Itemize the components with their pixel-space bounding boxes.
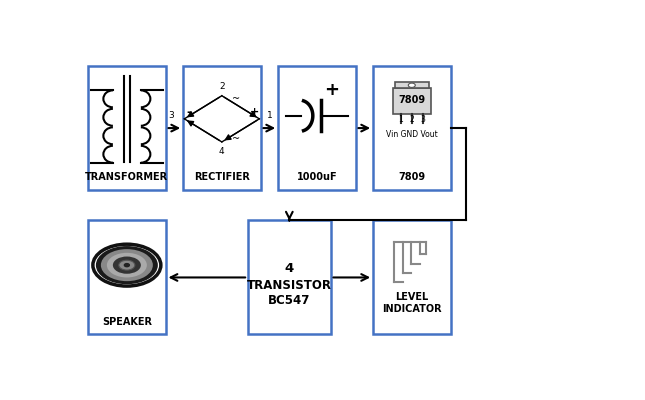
- Text: LEVEL
INDICATOR: LEVEL INDICATOR: [382, 292, 442, 314]
- Text: ~: ~: [232, 134, 240, 144]
- Text: 7809: 7809: [398, 95, 425, 105]
- Circle shape: [124, 264, 130, 267]
- Text: BC547: BC547: [268, 294, 310, 307]
- Circle shape: [93, 244, 161, 286]
- Bar: [278, 66, 355, 190]
- Circle shape: [96, 246, 158, 284]
- Circle shape: [101, 249, 153, 281]
- Text: 2: 2: [219, 82, 224, 91]
- Text: 7809: 7809: [398, 172, 425, 182]
- Bar: [395, 82, 429, 88]
- Text: 1000uF: 1000uF: [297, 172, 337, 182]
- Bar: [248, 220, 330, 334]
- Bar: [393, 88, 431, 114]
- Bar: [183, 66, 261, 190]
- Bar: [88, 220, 166, 334]
- Text: 4: 4: [219, 147, 224, 156]
- Text: 1: 1: [399, 116, 403, 124]
- Text: Vin GND Vout: Vin GND Vout: [386, 130, 438, 139]
- Circle shape: [113, 256, 141, 274]
- Text: +: +: [324, 81, 339, 99]
- Circle shape: [107, 253, 147, 278]
- Bar: [373, 66, 450, 190]
- Text: SPEAKER: SPEAKER: [102, 317, 152, 327]
- Bar: [373, 220, 450, 334]
- Text: -: -: [187, 106, 192, 118]
- Text: 4: 4: [284, 262, 294, 275]
- Text: 3: 3: [421, 116, 425, 124]
- Text: RECTIFIER: RECTIFIER: [194, 172, 250, 182]
- Text: TRANSFORMER: TRANSFORMER: [85, 172, 168, 182]
- Text: +: +: [250, 107, 259, 117]
- Text: ~: ~: [232, 94, 240, 104]
- Text: 1: 1: [267, 111, 273, 120]
- Text: 2: 2: [410, 116, 414, 124]
- Text: 3: 3: [168, 111, 174, 120]
- Bar: [88, 66, 166, 190]
- Text: TRANSISTOR: TRANSISTOR: [247, 279, 332, 292]
- Circle shape: [119, 260, 135, 270]
- Circle shape: [408, 83, 415, 88]
